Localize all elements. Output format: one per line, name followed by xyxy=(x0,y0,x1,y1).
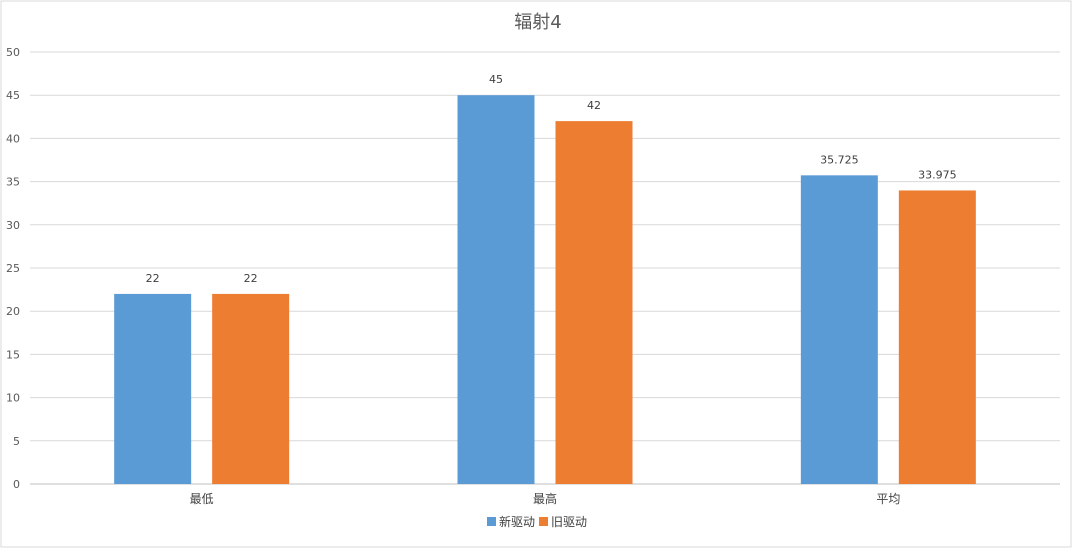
y-tick-label: 25 xyxy=(6,262,20,275)
bar-1-2 xyxy=(898,190,976,484)
bar-0-2 xyxy=(800,175,878,484)
y-tick-label: 10 xyxy=(6,392,20,405)
data-label: 42 xyxy=(587,99,601,112)
y-tick-label: 40 xyxy=(6,132,20,145)
category-label: 平均 xyxy=(876,492,900,506)
data-label: 22 xyxy=(146,272,160,285)
y-tick-label: 45 xyxy=(6,89,20,102)
bar-0-0 xyxy=(114,293,192,484)
legend: 新驱动 旧驱动 xyxy=(487,514,587,529)
legend-label: 旧驱动 xyxy=(551,515,587,529)
y-tick-label: 15 xyxy=(6,348,20,361)
bars xyxy=(114,95,976,485)
category-label: 最低 xyxy=(190,492,214,506)
y-tick-label: 30 xyxy=(6,219,20,232)
data-label: 22 xyxy=(244,272,258,285)
legend-swatch-1 xyxy=(539,517,548,526)
bar-0-1 xyxy=(457,95,535,484)
data-label: 35.725 xyxy=(820,153,859,166)
legend-swatch-0 xyxy=(487,517,496,526)
y-tick-label: 0 xyxy=(13,478,20,491)
category-labels: 最低 最高 平均 xyxy=(190,491,901,506)
y-axis-ticks: 0 5 10 15 20 25 30 35 40 45 50 xyxy=(6,46,20,491)
y-tick-label: 5 xyxy=(13,435,20,448)
chart-title: 辐射4 xyxy=(514,12,561,33)
bar-1-0 xyxy=(212,293,290,484)
data-labels: 22 22 45 42 35.725 33.975 xyxy=(146,73,957,285)
y-tick-label: 20 xyxy=(6,305,20,318)
data-label: 45 xyxy=(489,73,503,86)
y-tick-label: 50 xyxy=(6,46,20,59)
data-label: 33.975 xyxy=(918,168,957,181)
category-label: 最高 xyxy=(533,491,557,506)
y-tick-label: 35 xyxy=(6,176,20,189)
legend-label: 新驱动 xyxy=(499,514,535,529)
bar-1-1 xyxy=(555,121,633,485)
gridlines xyxy=(30,51,1060,485)
